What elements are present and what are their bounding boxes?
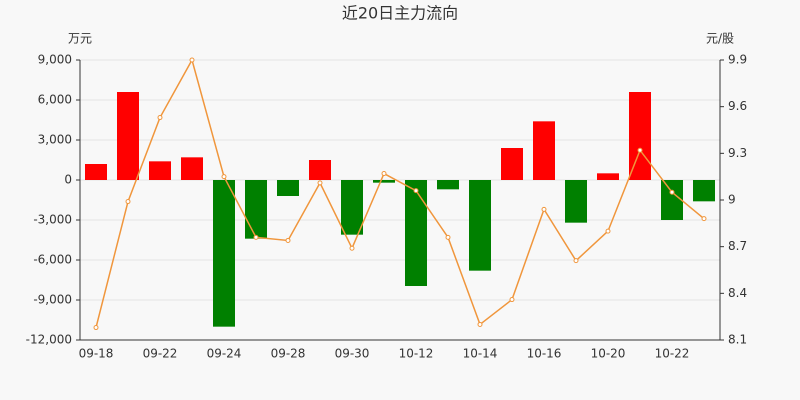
price-point (189, 57, 195, 63)
price-point (157, 115, 163, 121)
price-point (381, 171, 387, 177)
price-point (125, 199, 131, 205)
bar (661, 180, 683, 220)
bar (213, 180, 235, 327)
y-tick-label: -3,000 (33, 213, 72, 227)
y2-tick-label: 8.1 (728, 333, 747, 347)
bar (277, 180, 299, 196)
x-tick-label: 10-16 (527, 347, 562, 361)
bar (437, 180, 459, 190)
y-tick-label: 9,000 (38, 53, 72, 67)
y-tick-label: 3,000 (38, 133, 72, 147)
x-tick-label: 09-28 (271, 347, 306, 361)
bar (469, 180, 491, 271)
y-tick-label: -12,000 (26, 333, 72, 347)
bar (341, 180, 363, 235)
bar (309, 160, 331, 180)
bar (149, 161, 171, 180)
bar (245, 180, 267, 239)
price-line (95, 58, 705, 328)
price-point (573, 258, 579, 264)
bar (693, 180, 715, 202)
y2-tick-label: 9.9 (728, 53, 747, 67)
price-point (349, 245, 355, 251)
x-tick-label: 09-22 (143, 347, 178, 361)
y-tick-label: -6,000 (33, 253, 72, 267)
y2-tick-label: 8.7 (728, 239, 747, 253)
x-tick-label: 10-22 (655, 347, 690, 361)
price-point (253, 234, 259, 240)
price-point (445, 234, 451, 240)
x-tick-label: 09-24 (207, 347, 242, 361)
bar (405, 180, 427, 286)
price-point (701, 216, 707, 222)
price-point (605, 228, 611, 234)
price-point (221, 174, 227, 180)
bar (629, 92, 651, 180)
bar (501, 148, 523, 180)
price-point (317, 180, 323, 186)
y2-tick-label: 9.3 (728, 146, 747, 160)
bar (117, 92, 139, 180)
bar (373, 180, 395, 183)
x-tick-label: 09-18 (79, 347, 114, 361)
y-tick-label: -9,000 (33, 293, 72, 307)
price-point (541, 206, 547, 212)
y2-tick-label: 9 (728, 193, 736, 207)
price-point (285, 237, 291, 243)
x-tick-label: 09-30 (335, 347, 370, 361)
price-point (509, 297, 515, 303)
price-point (477, 321, 483, 327)
bar (565, 180, 587, 223)
y-tick-label: 0 (64, 173, 72, 187)
x-tick-label: 10-20 (591, 347, 626, 361)
price-point (637, 147, 643, 153)
y-tick-label: 6,000 (38, 93, 72, 107)
price-point (93, 325, 99, 331)
x-tick-label: 10-12 (399, 347, 434, 361)
chart-title: 近20日主力流向 (342, 4, 458, 23)
y2-tick-label: 9.6 (728, 99, 747, 113)
bar (85, 164, 107, 180)
price-point (669, 189, 675, 195)
bar (181, 157, 203, 180)
y2-tick-label: 8.4 (728, 286, 747, 300)
y-unit: 万元 (68, 32, 92, 46)
x-tick-label: 10-14 (463, 347, 498, 361)
bar (533, 121, 555, 180)
y2-unit: 元/股 (706, 32, 734, 46)
bar (597, 173, 619, 180)
price-point (413, 188, 419, 194)
